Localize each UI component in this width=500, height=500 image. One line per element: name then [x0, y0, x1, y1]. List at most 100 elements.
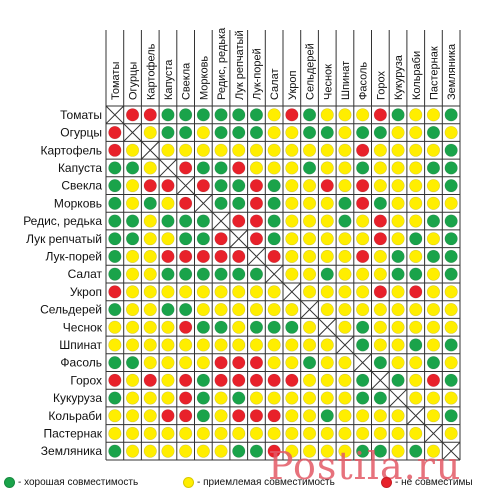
compatibility-dot-bad — [214, 232, 228, 246]
compatibility-dot-ok — [356, 285, 370, 299]
compatibility-dot-good — [444, 108, 458, 122]
compatibility-dot-bad — [267, 249, 281, 264]
compatibility-dot-ok — [409, 426, 423, 441]
compatibility-dot-ok — [249, 285, 264, 299]
compatibility-dot-bad — [214, 373, 228, 387]
compatibility-dot-good — [249, 267, 264, 281]
compatibility-dot-bad — [356, 143, 370, 157]
column-label: Картофель — [145, 43, 157, 100]
diagonal-cross — [141, 141, 160, 160]
compatibility-dot-ok — [232, 320, 246, 334]
compatibility-dot-ok — [249, 426, 264, 441]
compatibility-dot-good — [356, 338, 370, 352]
compatibility-dot-ok — [373, 426, 387, 441]
compatibility-dot-ok — [426, 232, 441, 246]
compatibility-dot-ok — [373, 249, 387, 264]
diagonal-cross — [158, 158, 178, 178]
compatibility-dot-bad — [179, 373, 193, 387]
compatibility-dot-ok — [179, 143, 193, 157]
compatibility-dot-ok — [426, 302, 441, 317]
row-label: Салат — [68, 267, 103, 281]
compatibility-dot-good — [214, 108, 228, 122]
compatibility-dot-ok — [285, 356, 299, 370]
compatibility-dot-bad — [356, 196, 370, 210]
row-label: Сельдерей — [40, 303, 102, 317]
legend-ok: - приемлемая совместимость — [183, 473, 335, 491]
compatibility-dot-good — [444, 232, 458, 246]
compatibility-dot-ok — [338, 302, 352, 317]
compatibility-dot-ok — [356, 302, 370, 317]
compatibility-dot-good — [196, 161, 210, 175]
compatibility-dot-ok — [320, 143, 334, 157]
diagonal-cross — [353, 353, 372, 372]
compatibility-dot-bad — [108, 285, 122, 299]
compatibility-dot-ok — [320, 444, 334, 458]
compatibility-dot-bad — [108, 125, 122, 140]
compatibility-dot-ok — [409, 179, 423, 193]
compatibility-dot-ok — [179, 444, 193, 458]
compatibility-dot-good — [108, 391, 122, 405]
compatibility-dot-ok — [125, 179, 140, 193]
compatibility-dot-ok — [196, 338, 210, 352]
compatibility-dot-ok — [143, 267, 157, 281]
compatibility-dot-ok — [426, 444, 441, 458]
compatibility-dot-ok — [373, 143, 387, 157]
compatibility-dot-good — [302, 108, 317, 122]
compatibility-dot-ok — [179, 338, 193, 352]
compatibility-dot-ok — [285, 196, 299, 210]
compatibility-dot-good — [249, 444, 264, 458]
compatibility-dot-good — [214, 320, 228, 334]
compatibility-dot-ok — [143, 426, 157, 441]
compatibility-dot-ok — [125, 320, 140, 334]
compatibility-dot-ok — [267, 302, 281, 317]
row-label: Капуста — [58, 161, 102, 175]
compatibility-dot-ok — [285, 391, 299, 405]
row-label: Земляника — [41, 444, 103, 458]
compatibility-dot-bad — [179, 249, 193, 264]
compatibility-dot-bad — [356, 249, 370, 264]
compatibility-dot-ok — [391, 338, 405, 352]
compatibility-dot-ok — [179, 285, 193, 299]
compatibility-dot-ok — [214, 444, 228, 458]
compatibility-dot-good — [444, 373, 458, 387]
compatibility-dot-ok — [143, 285, 157, 299]
compatibility-dot-good — [426, 249, 441, 264]
compatibility-dot-good — [179, 125, 193, 140]
compatibility-dot-bad — [179, 409, 193, 423]
compatibility-dot-ok — [302, 391, 317, 405]
compatibility-dot-ok — [143, 302, 157, 317]
compatibility-dot-bad — [267, 409, 281, 423]
compatibility-dot-ok — [285, 214, 299, 228]
compatibility-dot-ok — [143, 125, 157, 140]
compatibility-dot-good — [320, 409, 334, 423]
watermark: Postila.ru — [268, 438, 498, 494]
column-label: Свекла — [181, 62, 193, 100]
compatibility-dot-ok — [373, 320, 387, 334]
compatibility-dot-ok — [373, 338, 387, 352]
compatibility-dot-ok — [249, 161, 264, 175]
compatibility-dot-ok — [285, 125, 299, 140]
compatibility-dot-ok — [409, 391, 423, 405]
legend-ok-label: - приемлемая совместимость — [197, 476, 335, 488]
compatibility-dot-good — [356, 161, 370, 175]
compatibility-dot-ok — [320, 356, 334, 370]
compatibility-dot-ok — [143, 249, 157, 264]
compatibility-dot-bad — [320, 179, 334, 193]
compatibility-dot-ok — [391, 125, 405, 140]
compatibility-dot-ok — [302, 320, 317, 334]
compatibility-dot-good — [232, 179, 246, 193]
compatibility-dot-ok — [391, 285, 405, 299]
compatibility-dot-ok — [161, 338, 175, 352]
compatibility-dot-ok — [143, 232, 157, 246]
column-label: Лук репчатый — [234, 30, 246, 100]
compatibility-dot-good — [356, 391, 370, 405]
compatibility-dot-bad — [249, 232, 264, 246]
compatibility-dot-bad — [267, 373, 281, 387]
compatibility-dot-good — [179, 214, 193, 228]
compatibility-dot-ok — [409, 320, 423, 334]
compatibility-dot-good — [214, 179, 228, 193]
compatibility-dot-ok — [391, 161, 405, 175]
compatibility-dot-bad — [249, 373, 264, 387]
compatibility-dot-good — [179, 302, 193, 317]
